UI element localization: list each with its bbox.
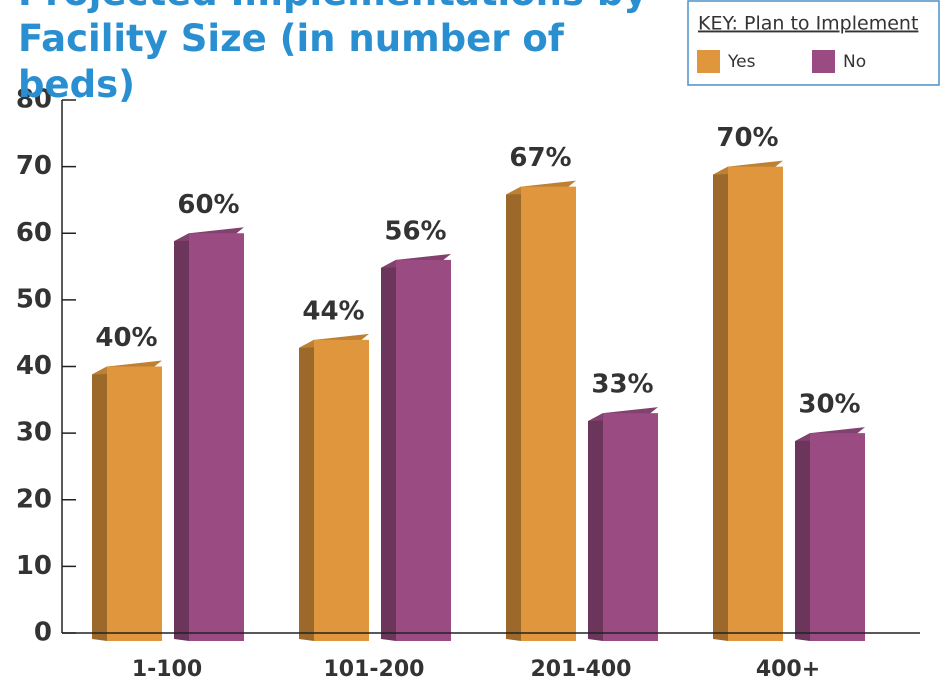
bar [189, 233, 244, 641]
bar [107, 366, 162, 641]
data-label: 30% [798, 390, 860, 420]
bar [314, 339, 369, 641]
legend-title: KEY: Plan to Implement [698, 13, 918, 35]
bar-side [588, 413, 603, 641]
y-tick-label: 50 [16, 284, 52, 314]
y-tick-label: 30 [16, 418, 52, 448]
bar [810, 433, 865, 641]
bar-side [299, 339, 314, 641]
bar-side [506, 186, 521, 642]
bar-side [713, 166, 728, 641]
y-tick-label: 80 [16, 85, 52, 115]
legend-swatch [812, 50, 835, 73]
y-tick-label: 70 [16, 151, 52, 181]
data-label: 44% [302, 296, 364, 326]
data-label: 70% [716, 123, 778, 153]
bar-side [92, 366, 107, 641]
bar-side [174, 233, 189, 641]
data-label: 56% [384, 216, 446, 246]
data-label: 67% [509, 143, 571, 173]
chart-title: Projected Implementations by Facility Si… [18, 0, 648, 106]
bar [521, 186, 576, 642]
x-tick-label: 201-400 [531, 657, 632, 682]
bar [728, 166, 783, 641]
x-tick-label: 1-100 [132, 657, 202, 682]
y-tick-label: 0 [34, 618, 52, 648]
y-tick-label: 40 [16, 351, 52, 381]
bar-side [381, 259, 396, 641]
bar [603, 413, 658, 641]
legend-swatch [697, 50, 720, 73]
data-label: 33% [591, 370, 653, 400]
legend-label: No [843, 52, 866, 72]
x-tick-label: 101-200 [324, 657, 425, 682]
y-tick-label: 20 [16, 484, 52, 514]
y-tick-label: 60 [16, 218, 52, 248]
legend-label: Yes [727, 52, 756, 72]
bar-side [795, 433, 810, 641]
bar [396, 259, 451, 641]
data-label: 60% [177, 190, 239, 220]
x-tick-label: 400+ [756, 657, 820, 682]
data-label: 40% [95, 323, 157, 353]
y-tick-label: 10 [16, 551, 52, 581]
